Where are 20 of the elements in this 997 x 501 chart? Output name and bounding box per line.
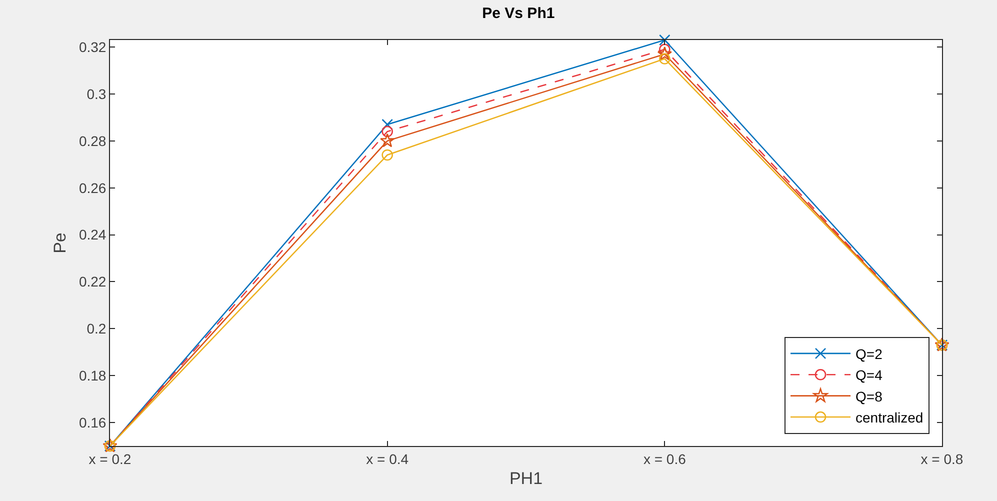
- x-tick-label: x = 0.4: [366, 450, 409, 467]
- legend-label: Q=4: [856, 367, 883, 384]
- x-tick-label: x = 0.6: [643, 450, 686, 467]
- x-tick-label: x = 0.2: [88, 450, 132, 467]
- y-tick-label: 0.24: [78, 226, 106, 243]
- x-tick-label: x = 0.8: [920, 450, 964, 467]
- y-tick-label: 0.22: [78, 274, 106, 290]
- y-tick-label: 0.26: [78, 180, 106, 196]
- y-tick-label: 0.32: [78, 38, 106, 55]
- y-tick-label: 0.18: [78, 368, 106, 384]
- legend-label: Q=8: [856, 388, 883, 404]
- x-axis-title: PH1: [509, 469, 543, 488]
- y-tick-label: 0.2: [86, 320, 106, 337]
- y-tick-label: 0.28: [78, 132, 106, 149]
- y-axis-title: Pe: [50, 232, 70, 254]
- legend-label: Q=2: [856, 346, 883, 362]
- y-tick-label: 0.16: [78, 414, 106, 430]
- legend-label: centralized: [856, 409, 924, 426]
- chart-title: Pe Vs Ph1: [482, 5, 555, 22]
- y-tick-label: 0.3: [86, 86, 106, 102]
